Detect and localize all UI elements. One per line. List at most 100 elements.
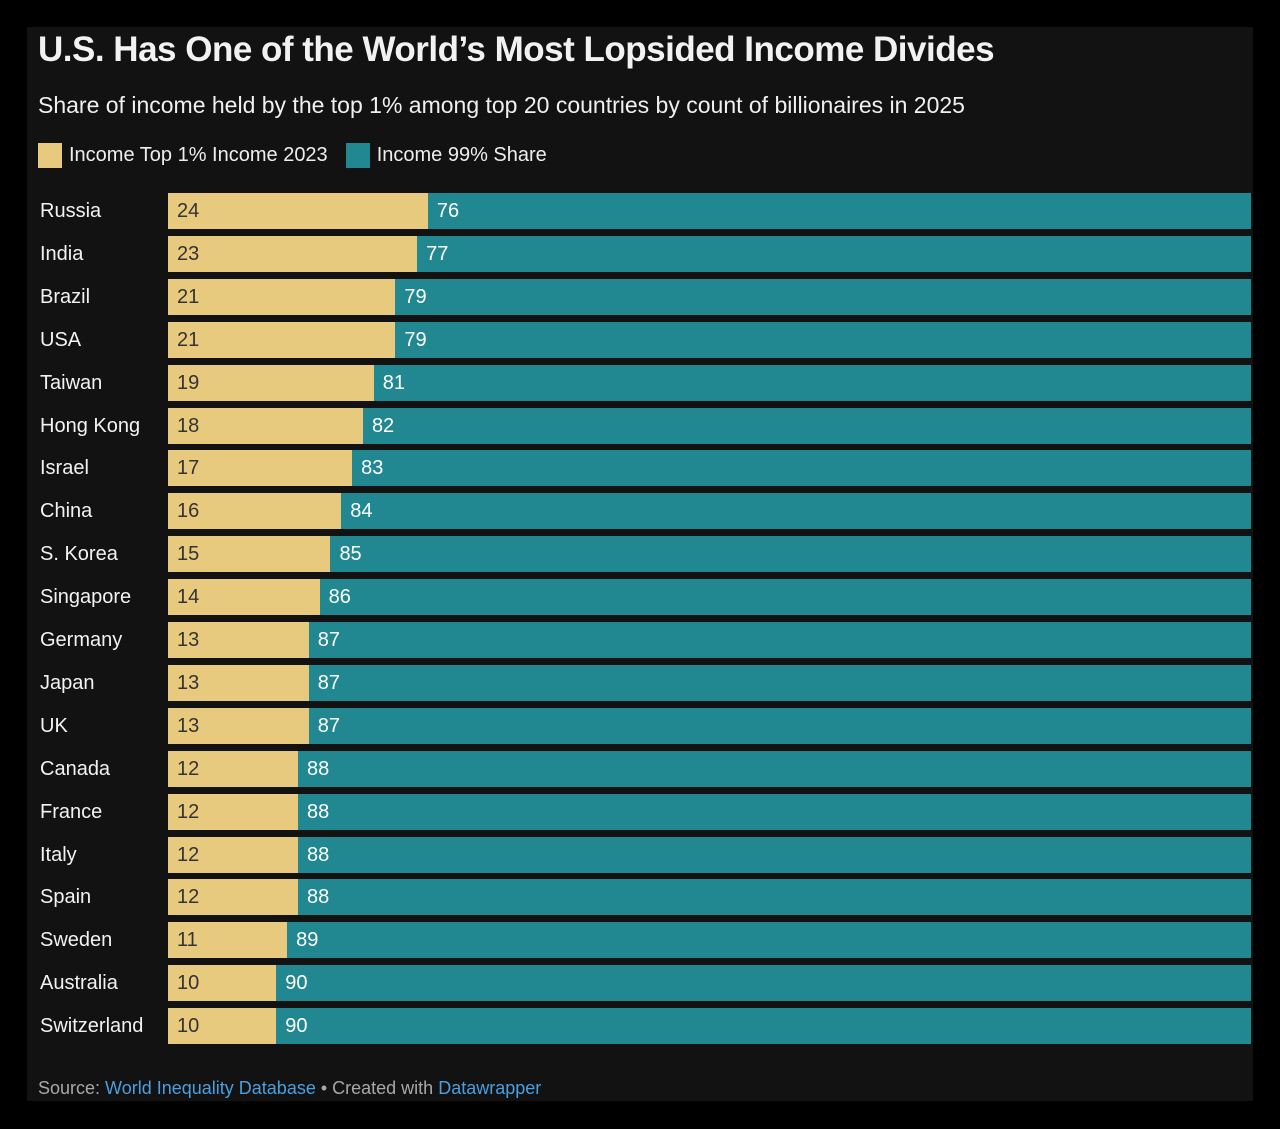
- legend-label-top1: Income Top 1% Income 2023: [69, 144, 328, 166]
- bar-top1: 19: [168, 364, 374, 401]
- country-label: India: [40, 242, 84, 265]
- bar-top1: 12: [168, 836, 298, 873]
- datawrapper-link[interactable]: Datawrapper: [438, 1078, 542, 1098]
- bar-99: 86: [319, 579, 1251, 616]
- value-label-99: 83: [361, 457, 384, 480]
- bar-99: 88: [297, 879, 1251, 916]
- value-label-99: 88: [306, 800, 330, 823]
- country-label: Singapore: [40, 586, 132, 609]
- bar-top1: 15: [168, 536, 331, 573]
- country-label: S. Korea: [40, 543, 118, 566]
- bar-top1: 23: [168, 235, 418, 272]
- bar-top1: 13: [168, 622, 309, 658]
- bar-row: Australia 10 90: [0, 965, 1280, 1002]
- value-label-99: 79: [404, 285, 427, 308]
- value-label-99: 87: [317, 671, 341, 694]
- country-label: Israel: [40, 457, 89, 480]
- bar-99: 84: [341, 493, 1251, 530]
- value-label-top1: 12: [177, 757, 200, 780]
- value-label-99: 76: [436, 200, 460, 222]
- chart-subtitle: Share of income held by the top 1% among…: [38, 92, 965, 118]
- bar-row: USA 21 79: [0, 321, 1280, 358]
- bar-99: 88: [297, 836, 1251, 873]
- bar-row: S. Korea 15 85: [0, 536, 1280, 573]
- value-label-top1: 12: [177, 886, 200, 909]
- source-link[interactable]: World Inequality Database: [105, 1078, 316, 1098]
- value-label-99: 88: [306, 886, 330, 909]
- bar-top1: 10: [168, 1008, 277, 1045]
- value-label-top1: 10: [177, 972, 200, 995]
- bar-top1: 24: [168, 193, 428, 229]
- value-label-99: 88: [306, 757, 330, 780]
- source-label: Source:: [38, 1078, 106, 1098]
- value-label-top1: 13: [177, 714, 200, 737]
- bar-99: 87: [308, 664, 1251, 701]
- country-label: China: [40, 500, 93, 523]
- bar-99: 79: [395, 321, 1251, 358]
- value-label-99: 85: [339, 543, 362, 566]
- country-label: USA: [40, 328, 82, 351]
- value-label-99: 79: [404, 328, 427, 351]
- bar-top1: 10: [168, 965, 277, 1002]
- country-label: France: [40, 800, 103, 823]
- bar-row: India 23 77: [0, 235, 1280, 272]
- bar-99: 90: [276, 1008, 1251, 1045]
- legend-swatch-top1: [38, 143, 62, 168]
- bar-99: 76: [427, 193, 1251, 229]
- country-label: Russia: [40, 200, 102, 222]
- bar-99: 81: [373, 364, 1251, 401]
- value-label-99: 89: [296, 929, 319, 952]
- bar-top1: 12: [168, 793, 298, 830]
- legend-swatch-99: [345, 143, 370, 168]
- value-label-top1: 19: [177, 371, 200, 394]
- bar-99: 88: [297, 750, 1251, 787]
- bar-top1: 21: [168, 278, 396, 315]
- bar-row: Brazil 21 79: [0, 278, 1280, 315]
- value-label-top1: 12: [177, 800, 200, 823]
- bar-top1: 13: [168, 707, 309, 744]
- bar-top1: 17: [168, 450, 353, 487]
- value-label-top1: 18: [177, 414, 200, 437]
- bar-top1: 16: [168, 493, 342, 530]
- bar-row: China 16 84: [0, 493, 1280, 530]
- bar-top1: 14: [168, 579, 320, 616]
- value-label-99: 77: [426, 242, 449, 265]
- value-label-99: 90: [285, 1015, 308, 1038]
- legend: Income Top 1% Income 2023 Income 99% Sha…: [38, 143, 565, 168]
- bar-99: 77: [417, 235, 1251, 272]
- bar-row: Canada 12 88: [0, 750, 1280, 787]
- value-label-99: 87: [317, 714, 341, 737]
- value-label-top1: 23: [177, 242, 200, 265]
- country-label: Spain: [40, 886, 92, 909]
- bar-row: Japan 13 87: [0, 664, 1280, 701]
- bar-row: Russia 24 76: [0, 193, 1280, 229]
- bar-row: Italy 12 88: [0, 836, 1280, 873]
- bar-row: Israel 17 83: [0, 450, 1280, 487]
- value-label-99: 87: [317, 629, 341, 651]
- value-label-top1: 14: [177, 586, 200, 609]
- bar-top1: 13: [168, 664, 309, 701]
- value-label-99: 81: [382, 371, 406, 394]
- legend-label-99: Income 99% Share: [376, 144, 547, 166]
- country-label: Brazil: [40, 285, 91, 308]
- value-label-top1: 11: [177, 929, 198, 952]
- bar-99: 89: [287, 922, 1251, 959]
- value-label-top1: 15: [177, 543, 200, 566]
- value-label-top1: 16: [177, 500, 200, 523]
- bar-99: 88: [297, 793, 1251, 830]
- value-label-top1: 12: [177, 843, 200, 866]
- value-label-top1: 17: [177, 457, 200, 480]
- country-label: Hong Kong: [40, 414, 141, 437]
- country-label: Canada: [40, 757, 111, 780]
- country-label: Italy: [40, 843, 77, 866]
- value-label-top1: 21: [177, 285, 200, 308]
- value-label-top1: 13: [177, 629, 200, 651]
- country-label: Australia: [40, 972, 118, 995]
- bar-row: UK 13 87: [0, 707, 1280, 744]
- bar-99: 85: [330, 536, 1251, 573]
- value-label-99: 86: [328, 586, 351, 609]
- value-label-99: 88: [306, 843, 330, 866]
- value-label-top1: 10: [177, 1015, 200, 1038]
- country-label: UK: [40, 714, 68, 737]
- footer: Source: World Inequality Database • Crea…: [38, 1078, 541, 1099]
